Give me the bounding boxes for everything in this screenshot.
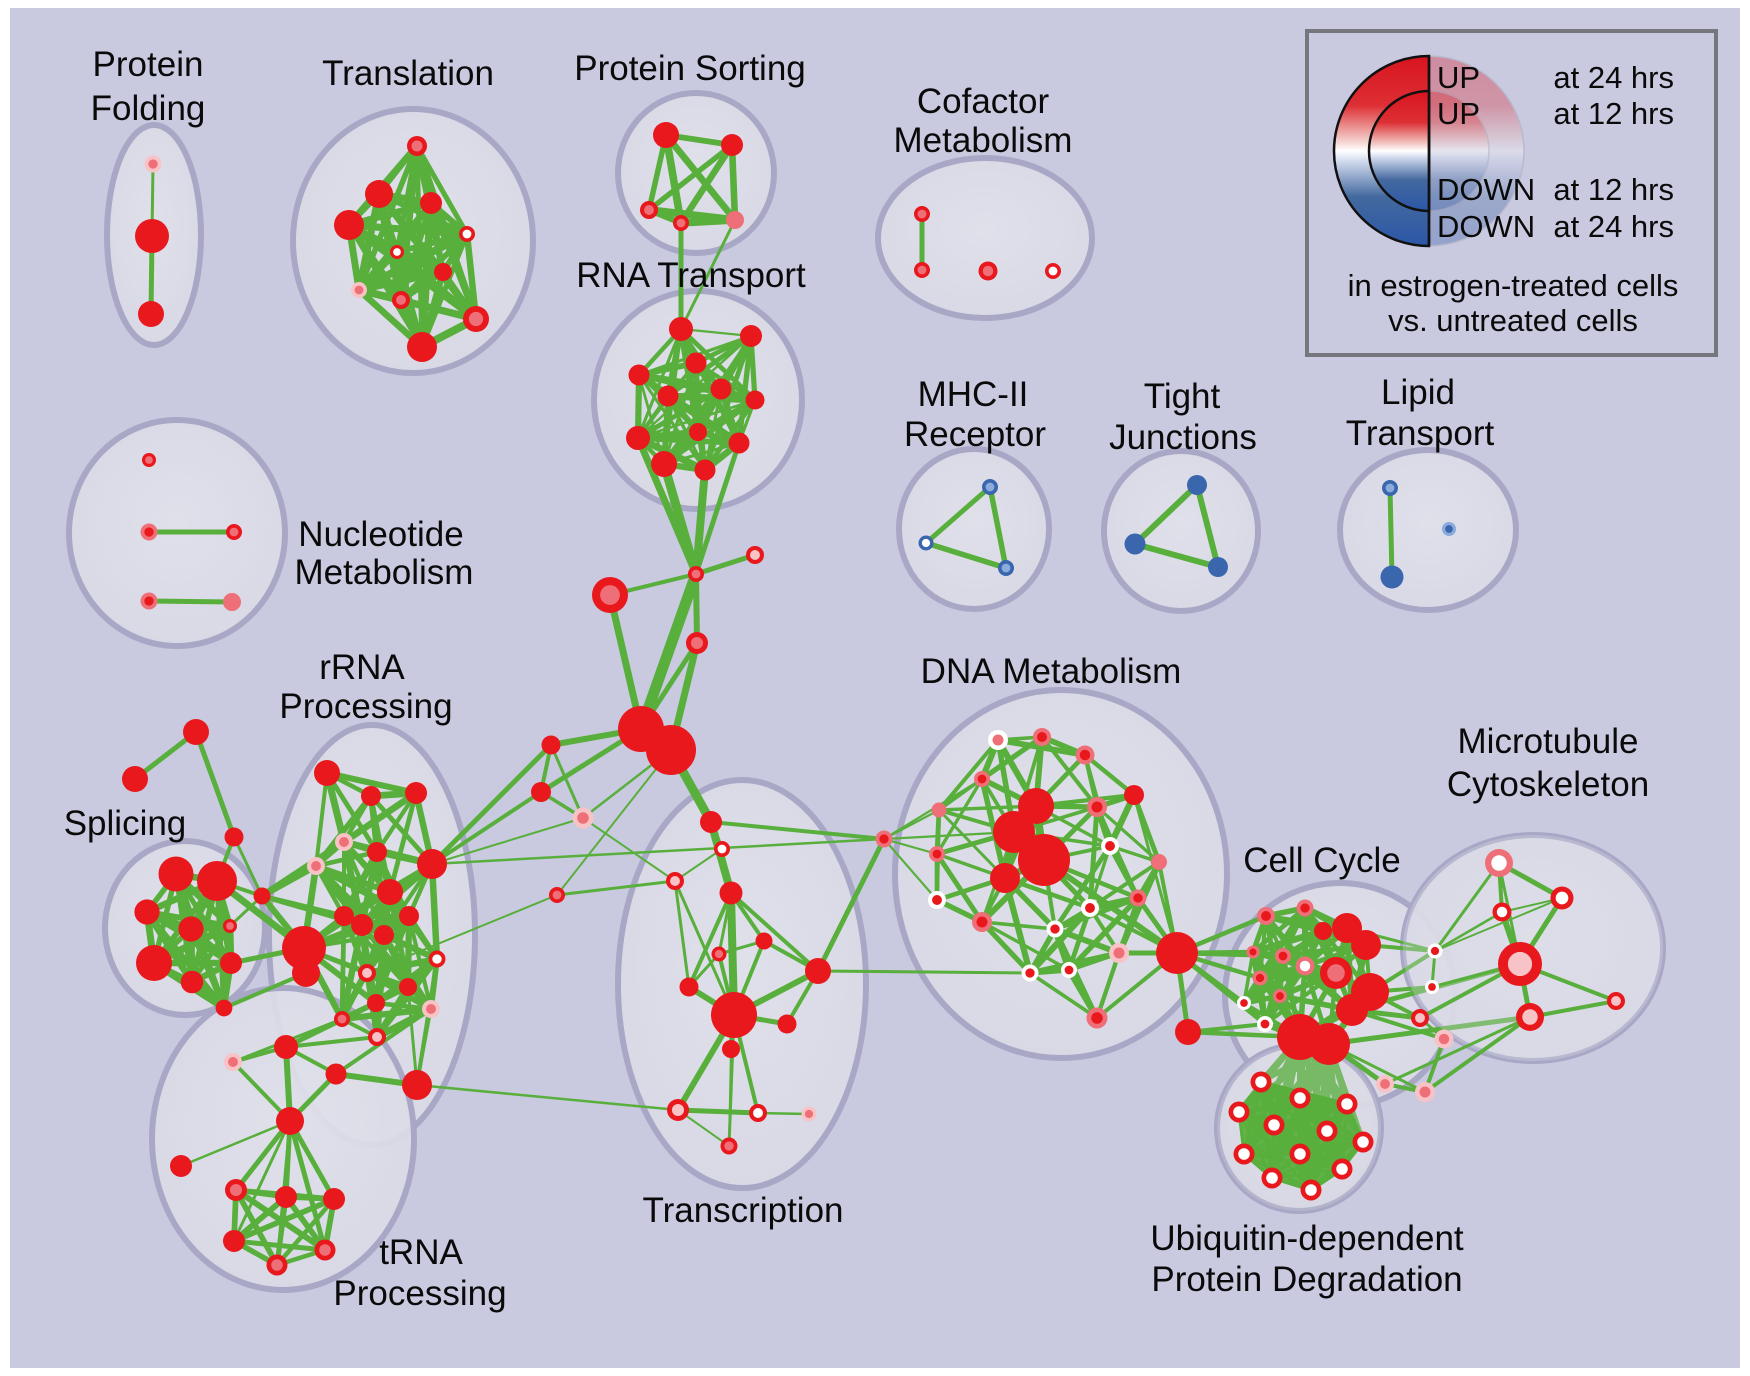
- svg-text:Tight: Tight: [1144, 377, 1221, 416]
- svg-text:UP: UP: [1437, 60, 1480, 95]
- svg-text:RNA Transport: RNA Transport: [576, 256, 806, 295]
- svg-text:in estrogen-treated cells: in estrogen-treated cells: [1348, 268, 1679, 303]
- svg-text:Transcription: Transcription: [643, 1191, 844, 1230]
- svg-text:Lipid: Lipid: [1381, 373, 1455, 412]
- svg-text:at 12 hrs: at 12 hrs: [1553, 96, 1674, 131]
- svg-text:Receptor: Receptor: [904, 415, 1046, 454]
- svg-text:Ubiquitin-dependent: Ubiquitin-dependent: [1150, 1219, 1464, 1258]
- svg-text:MHC-II: MHC-II: [918, 375, 1029, 414]
- svg-text:vs. untreated cells: vs. untreated cells: [1388, 303, 1638, 338]
- svg-text:Junctions: Junctions: [1109, 418, 1257, 457]
- svg-text:DOWN: DOWN: [1437, 172, 1535, 207]
- svg-text:Metabolism: Metabolism: [894, 121, 1073, 160]
- svg-text:Metabolism: Metabolism: [295, 553, 474, 592]
- svg-text:DOWN: DOWN: [1437, 209, 1535, 244]
- svg-text:Transport: Transport: [1346, 414, 1495, 453]
- svg-text:Cell Cycle: Cell Cycle: [1243, 841, 1401, 880]
- svg-text:Folding: Folding: [91, 89, 206, 128]
- svg-text:Protein Sorting: Protein Sorting: [574, 49, 806, 88]
- svg-text:Protein: Protein: [93, 45, 204, 84]
- svg-text:at 24 hrs: at 24 hrs: [1553, 60, 1674, 95]
- svg-text:UP: UP: [1437, 96, 1480, 131]
- svg-text:rRNA: rRNA: [319, 648, 405, 687]
- svg-text:Cofactor: Cofactor: [917, 82, 1050, 121]
- svg-text:tRNA: tRNA: [379, 1233, 463, 1272]
- svg-text:Processing: Processing: [279, 687, 452, 726]
- svg-text:Cytoskeleton: Cytoskeleton: [1447, 765, 1649, 804]
- svg-text:at 24 hrs: at 24 hrs: [1553, 209, 1674, 244]
- svg-text:Protein Degradation: Protein Degradation: [1151, 1260, 1462, 1299]
- svg-text:Splicing: Splicing: [64, 804, 187, 843]
- svg-text:DNA Metabolism: DNA Metabolism: [921, 652, 1182, 691]
- svg-text:Translation: Translation: [322, 54, 494, 93]
- svg-text:Microtubule: Microtubule: [1458, 722, 1639, 761]
- svg-text:Processing: Processing: [333, 1274, 506, 1313]
- svg-text:Nucleotide: Nucleotide: [298, 515, 463, 554]
- svg-text:at 12 hrs: at 12 hrs: [1553, 172, 1674, 207]
